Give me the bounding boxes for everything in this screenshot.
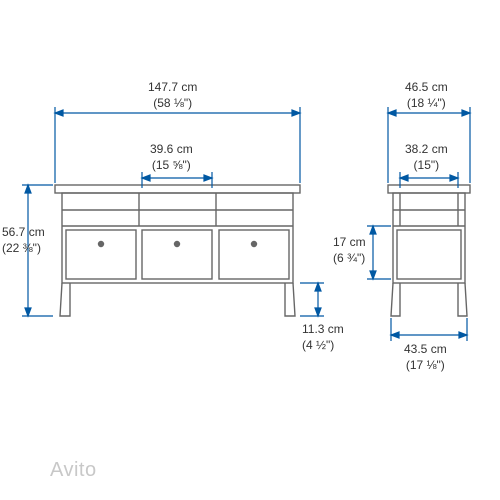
dim-leg-height — [300, 283, 324, 316]
label-leg-height: 11.3 cm (4 ½") — [302, 322, 344, 353]
side-view — [388, 185, 470, 316]
dim-shelf-height — [367, 226, 391, 279]
front-dimensions — [22, 107, 324, 316]
watermark-text: Avito — [50, 459, 97, 482]
label-height-overall: 56.7 cm (22 ⅜") — [2, 225, 45, 256]
label-shelf-height: 17 cm (6 ¾") — [333, 235, 366, 266]
front-view — [55, 185, 300, 316]
label-depth-top: 46.5 cm (18 ¼") — [405, 80, 448, 111]
furniture-dimension-diagram — [0, 0, 500, 500]
label-depth-bottom: 43.5 cm (17 ⅛") — [404, 342, 447, 373]
dim-depth-bottom — [391, 318, 467, 341]
label-depth-inner: 38.2 cm (15") — [405, 142, 448, 173]
label-width-overall: 147.7 cm (58 ⅛") — [148, 80, 197, 111]
label-drawer-width: 39.6 cm (15 ⅝") — [150, 142, 193, 173]
